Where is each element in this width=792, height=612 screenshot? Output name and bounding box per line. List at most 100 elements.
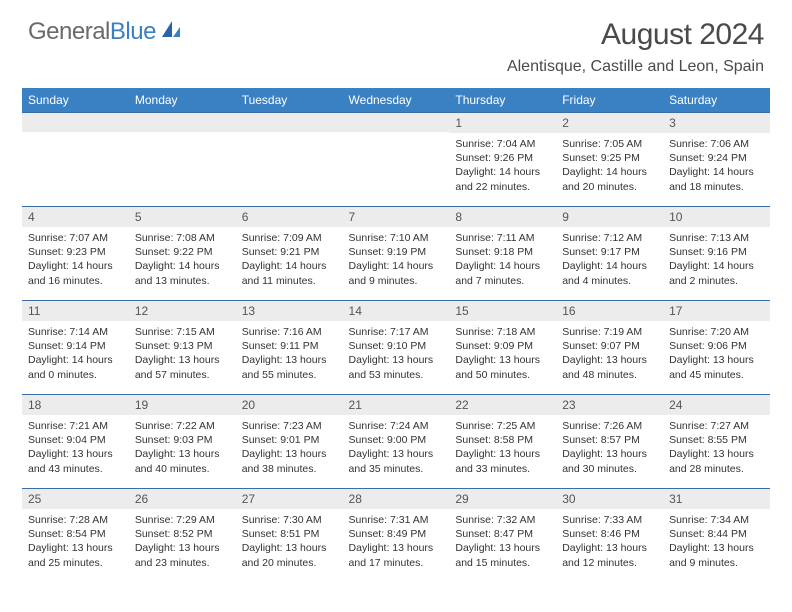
- detail-line: Sunset: 9:07 PM: [562, 339, 657, 353]
- detail-line: Sunset: 9:16 PM: [669, 245, 764, 259]
- day-detail: Sunrise: 7:05 AMSunset: 9:25 PMDaylight:…: [556, 133, 663, 198]
- detail-line: Daylight: 14 hours and 7 minutes.: [455, 259, 550, 287]
- calendar-cell: 11Sunrise: 7:14 AMSunset: 9:14 PMDayligh…: [22, 301, 129, 395]
- day-number: 27: [236, 489, 343, 509]
- calendar-cell: 30 Sunrise: 7:33 AMSunset: 8:46 PMDayligh…: [556, 489, 663, 583]
- detail-line: Sunset: 9:11 PM: [242, 339, 337, 353]
- day-detail: Sunrise: 7:22 AMSunset: 9:03 PMDaylight:…: [129, 415, 236, 480]
- calendar-cell: 3Sunrise: 7:06 AMSunset: 9:24 PMDaylight…: [663, 113, 770, 207]
- day-number: 30: [556, 489, 663, 509]
- calendar-body: 1Sunrise: 7:04 AMSunset: 9:26 PMDaylight…: [22, 113, 770, 583]
- detail-line: Sunrise: 7:17 AM: [349, 325, 444, 339]
- calendar-cell: 10Sunrise: 7:13 AMSunset: 9:16 PMDayligh…: [663, 207, 770, 301]
- day-detail: Sunrise: 7:13 AMSunset: 9:16 PMDaylight:…: [663, 227, 770, 292]
- calendar-head: SundayMondayTuesdayWednesdayThursdayFrid…: [22, 88, 770, 113]
- detail-line: Sunrise: 7:20 AM: [669, 325, 764, 339]
- detail-line: Daylight: 13 hours and 43 minutes.: [28, 447, 123, 475]
- detail-line: Daylight: 14 hours and 18 minutes.: [669, 165, 764, 193]
- detail-line: Daylight: 14 hours and 4 minutes.: [562, 259, 657, 287]
- calendar-cell: [129, 113, 236, 207]
- detail-line: Sunset: 8:58 PM: [455, 433, 550, 447]
- detail-line: Daylight: 13 hours and 15 minutes.: [455, 541, 550, 569]
- calendar-cell: 22Sunrise: 7:25 AMSunset: 8:58 PMDayligh…: [449, 395, 556, 489]
- calendar-cell: 20 Sunrise: 7:23 AMSunset: 9:01 PMDayligh…: [236, 395, 343, 489]
- detail-line: Sunset: 9:24 PM: [669, 151, 764, 165]
- day-detail: Sunrise: 7:07 AMSunset: 9:23 PMDaylight:…: [22, 227, 129, 292]
- calendar-cell: 31Sunrise: 7:34 AMSunset: 8:44 PMDayligh…: [663, 489, 770, 583]
- detail-line: Daylight: 13 hours and 12 minutes.: [562, 541, 657, 569]
- calendar-week: 4Sunrise: 7:07 AMSunset: 9:23 PMDaylight…: [22, 207, 770, 301]
- calendar-cell: 5Sunrise: 7:08 AMSunset: 9:22 PMDaylight…: [129, 207, 236, 301]
- detail-line: Sunrise: 7:08 AM: [135, 231, 230, 245]
- detail-line: Sunset: 9:22 PM: [135, 245, 230, 259]
- calendar-cell: 23Sunrise: 7:26 AMSunset: 8:57 PMDayligh…: [556, 395, 663, 489]
- calendar-cell: 15Sunrise: 7:18 AMSunset: 9:09 PMDayligh…: [449, 301, 556, 395]
- calendar-cell: 9Sunrise: 7:12 AMSunset: 9:17 PMDaylight…: [556, 207, 663, 301]
- location-subtitle: Alentisque, Castille and Leon, Spain: [507, 58, 764, 76]
- day-detail: Sunrise: 7:18 AMSunset: 9:09 PMDaylight:…: [449, 321, 556, 386]
- day-number: [343, 113, 450, 132]
- calendar-week: 18Sunrise: 7:21 AMSunset: 9:04 PMDayligh…: [22, 395, 770, 489]
- detail-line: Sunset: 8:47 PM: [455, 527, 550, 541]
- day-number: 4: [22, 207, 129, 227]
- detail-line: Sunrise: 7:30 AM: [242, 513, 337, 527]
- detail-line: Sunrise: 7:05 AM: [562, 137, 657, 151]
- detail-line: Sunset: 9:23 PM: [28, 245, 123, 259]
- calendar-cell: 14Sunrise: 7:17 AMSunset: 9:10 PMDayligh…: [343, 301, 450, 395]
- detail-line: Sunrise: 7:06 AM: [669, 137, 764, 151]
- day-number: 22: [449, 395, 556, 415]
- detail-line: Sunset: 9:19 PM: [349, 245, 444, 259]
- day-number: 13: [236, 301, 343, 321]
- detail-line: Sunrise: 7:28 AM: [28, 513, 123, 527]
- detail-line: Sunrise: 7:29 AM: [135, 513, 230, 527]
- calendar-cell: 18Sunrise: 7:21 AMSunset: 9:04 PMDayligh…: [22, 395, 129, 489]
- detail-line: Sunrise: 7:33 AM: [562, 513, 657, 527]
- day-detail: Sunrise: 7:09 AMSunset: 9:21 PMDaylight:…: [236, 227, 343, 292]
- detail-line: Sunrise: 7:07 AM: [28, 231, 123, 245]
- day-number: 31: [663, 489, 770, 509]
- dayname-header: Monday: [129, 88, 236, 113]
- day-number: 2: [556, 113, 663, 133]
- detail-line: Sunset: 8:52 PM: [135, 527, 230, 541]
- calendar-cell: 26Sunrise: 7:29 AMSunset: 8:52 PMDayligh…: [129, 489, 236, 583]
- calendar-cell: 7Sunrise: 7:10 AMSunset: 9:19 PMDaylight…: [343, 207, 450, 301]
- day-number: [236, 113, 343, 132]
- day-number: 15: [449, 301, 556, 321]
- detail-line: Daylight: 14 hours and 0 minutes.: [28, 353, 123, 381]
- detail-line: Daylight: 13 hours and 38 minutes.: [242, 447, 337, 475]
- day-number: 12: [129, 301, 236, 321]
- detail-line: Daylight: 13 hours and 57 minutes.: [135, 353, 230, 381]
- detail-line: Sunrise: 7:12 AM: [562, 231, 657, 245]
- calendar-cell: 16Sunrise: 7:19 AMSunset: 9:07 PMDayligh…: [556, 301, 663, 395]
- detail-line: Sunset: 8:44 PM: [669, 527, 764, 541]
- detail-line: Sunrise: 7:15 AM: [135, 325, 230, 339]
- logo: GeneralBlue: [28, 18, 182, 46]
- detail-line: Sunrise: 7:11 AM: [455, 231, 550, 245]
- detail-line: Sunrise: 7:24 AM: [349, 419, 444, 433]
- detail-line: Sunrise: 7:26 AM: [562, 419, 657, 433]
- day-detail: Sunrise: 7:28 AMSunset: 8:54 PMDaylight:…: [22, 509, 129, 574]
- detail-line: Sunrise: 7:23 AM: [242, 419, 337, 433]
- detail-line: Sunrise: 7:21 AM: [28, 419, 123, 433]
- day-number: 20: [236, 395, 343, 415]
- detail-line: Sunrise: 7:25 AM: [455, 419, 550, 433]
- detail-line: Sunset: 9:01 PM: [242, 433, 337, 447]
- day-number: 17: [663, 301, 770, 321]
- detail-line: Sunrise: 7:10 AM: [349, 231, 444, 245]
- day-detail: Sunrise: 7:30 AMSunset: 8:51 PMDaylight:…: [236, 509, 343, 574]
- detail-line: Daylight: 13 hours and 55 minutes.: [242, 353, 337, 381]
- dayname-header: Tuesday: [236, 88, 343, 113]
- detail-line: Sunset: 9:26 PM: [455, 151, 550, 165]
- day-number: 14: [343, 301, 450, 321]
- detail-line: Sunset: 8:46 PM: [562, 527, 657, 541]
- day-detail: Sunrise: 7:21 AMSunset: 9:04 PMDaylight:…: [22, 415, 129, 480]
- day-detail: Sunrise: 7:10 AMSunset: 9:19 PMDaylight:…: [343, 227, 450, 292]
- calendar-table: SundayMondayTuesdayWednesdayThursdayFrid…: [22, 88, 770, 583]
- detail-line: Sunset: 9:13 PM: [135, 339, 230, 353]
- calendar-cell: 24Sunrise: 7:27 AMSunset: 8:55 PMDayligh…: [663, 395, 770, 489]
- day-number: 23: [556, 395, 663, 415]
- day-number: [22, 113, 129, 132]
- day-detail: Sunrise: 7:27 AMSunset: 8:55 PMDaylight:…: [663, 415, 770, 480]
- detail-line: Sunset: 8:49 PM: [349, 527, 444, 541]
- day-number: 10: [663, 207, 770, 227]
